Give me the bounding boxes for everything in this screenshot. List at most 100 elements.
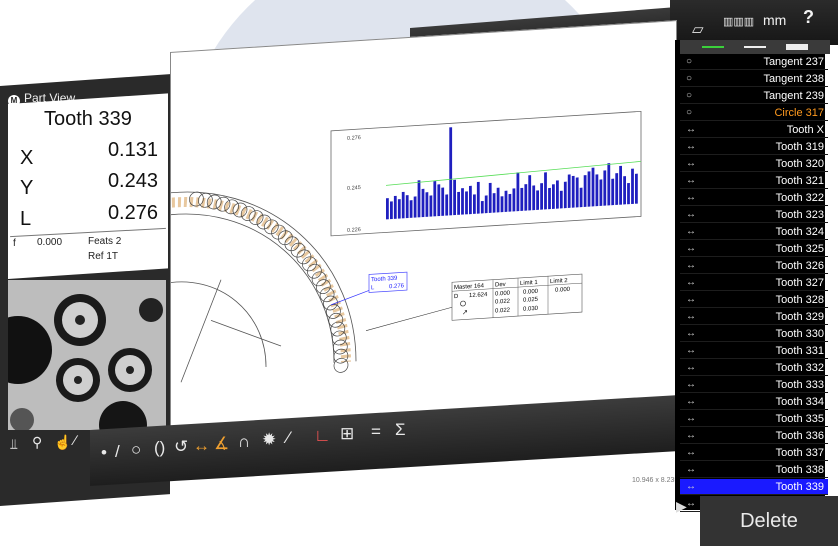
- list-toggle-icon[interactable]: [786, 44, 808, 50]
- list-item[interactable]: ↔ Tooth 325: [680, 241, 828, 257]
- ruler-icon[interactable]: ▥▥▥: [723, 16, 755, 28]
- distance-icon: ↔: [686, 260, 696, 271]
- list-item[interactable]: ↔ Tooth 321: [680, 173, 828, 189]
- circularity-icon: [460, 300, 466, 307]
- tol-header: Limit 1: [520, 280, 538, 287]
- list-item[interactable]: ↔ Tooth 327: [680, 275, 828, 291]
- list-item[interactable]: ↔ Tooth 334: [680, 394, 828, 410]
- list-item[interactable]: ↔ Tooth 332: [680, 360, 828, 376]
- y-label: Y: [20, 177, 34, 199]
- slot-icon[interactable]: (): [154, 438, 166, 457]
- magnifier-icon[interactable]: ⚲: [32, 434, 43, 450]
- tol-header: Limit 2: [550, 278, 568, 285]
- chart-bar: [532, 185, 536, 211]
- list-item[interactable]: ↔ Tooth 335: [680, 411, 828, 427]
- distance-icon: ↔: [686, 175, 696, 186]
- play-icon[interactable]: ▶: [676, 498, 687, 514]
- line-icon[interactable]: /: [115, 442, 120, 461]
- list-item[interactable]: ↔ Tooth 337: [680, 445, 828, 461]
- list-item[interactable]: ↔ Tooth 323: [680, 207, 828, 223]
- chart-bar: [386, 198, 389, 220]
- list-item[interactable]: ↔ Tooth 331: [680, 343, 828, 359]
- distance-icon: ↔: [686, 294, 696, 305]
- equal-icon[interactable]: =: [371, 422, 381, 441]
- wand-icon[interactable]: ⁄: [287, 428, 290, 447]
- distance-icon[interactable]: ↔: [193, 436, 210, 455]
- list-item[interactable]: ↔ Tooth X: [680, 122, 828, 138]
- gear-tooth: [333, 348, 349, 364]
- f-label: f: [13, 238, 16, 249]
- list-item-label: Tooth 337: [775, 447, 824, 459]
- list-item[interactable]: ↔ Tooth 328: [680, 292, 828, 308]
- list-item[interactable]: ↔ Tooth 339: [680, 479, 828, 495]
- list-item-label: Tooth 323: [775, 209, 824, 221]
- graphics-canvas[interactable]: 0.276 0.245 0.226 Tooth 339 L 0.276 Mast…: [170, 20, 677, 474]
- angle-icon[interactable]: ∡: [214, 434, 230, 453]
- list-item[interactable]: ○ Tangent 239: [680, 88, 828, 104]
- curve-icon[interactable]: ∩: [238, 432, 251, 451]
- list-item-label: Tooth X: [786, 124, 824, 136]
- list-toggle-icon[interactable]: [744, 46, 766, 48]
- chart-bar: [603, 170, 607, 206]
- chart-bar: [421, 188, 425, 218]
- chart-bar: [488, 182, 492, 213]
- list-item[interactable]: ○ Tangent 238: [680, 71, 828, 87]
- chart-bar: [405, 195, 409, 219]
- circle-icon[interactable]: ○: [131, 440, 142, 459]
- chart-bar: [500, 196, 504, 213]
- pen-icon[interactable]: ∕: [74, 432, 77, 448]
- slider-icon[interactable]: ▱: [692, 21, 704, 38]
- chart-bar: [536, 190, 540, 210]
- distance-icon: ↔: [686, 124, 696, 135]
- delete-button[interactable]: Delete: [700, 496, 838, 546]
- circle-icon: ○: [686, 107, 693, 118]
- chart-bar: [409, 200, 413, 218]
- camera-view[interactable]: [8, 280, 166, 430]
- chart-bar: [457, 191, 461, 215]
- list-item[interactable]: ↔ Tooth 320: [680, 156, 828, 172]
- chart-bar: [571, 175, 575, 208]
- list-item-label: Tooth 326: [775, 260, 824, 272]
- chart-bar: [611, 178, 615, 206]
- top-toolbar-right: [670, 0, 838, 45]
- list-item[interactable]: ↔ Tooth 333: [680, 377, 828, 393]
- list-toggle-icon[interactable]: [702, 46, 724, 48]
- hand-icon[interactable]: ☝: [54, 434, 72, 450]
- sigma-icon[interactable]: Σ: [395, 420, 406, 439]
- axis-icon[interactable]: ∟: [314, 426, 331, 445]
- tol-cell: 0.000: [523, 289, 539, 296]
- tol-header: Dev: [495, 282, 506, 289]
- chart-bar: [484, 195, 488, 214]
- list-item[interactable]: ○ Tangent 237: [680, 54, 828, 70]
- list-item[interactable]: ↔ Tooth 330: [680, 326, 828, 342]
- distance-icon: ↔: [686, 396, 696, 407]
- callout-name: Tooth 339: [371, 276, 398, 284]
- chart-bar: [504, 190, 508, 212]
- nominal-line: [385, 160, 642, 186]
- list-item[interactable]: ↔ Tooth 336: [680, 428, 828, 444]
- measure-icon[interactable]: ⫫: [10, 436, 18, 452]
- list-item[interactable]: ↔ Tooth 319: [680, 139, 828, 155]
- list-item[interactable]: ↔ Tooth 326: [680, 258, 828, 274]
- list-item-label: Tooth 330: [775, 328, 824, 340]
- unit-label[interactable]: mm: [763, 12, 787, 28]
- chart-bar: [476, 181, 480, 214]
- gear-tooth: [328, 312, 344, 328]
- chart-bar: [583, 175, 587, 207]
- gear-tool-icon[interactable]: ✹: [262, 430, 277, 449]
- list-item[interactable]: ↔ Tooth 338: [680, 462, 828, 478]
- list-item[interactable]: ↔ Tooth 322: [680, 190, 828, 206]
- datum-icon[interactable]: ⊞: [340, 424, 355, 443]
- help-button[interactable]: ?: [803, 7, 814, 27]
- tooth-callout: Tooth 339 L 0.276: [330, 271, 408, 306]
- point-icon[interactable]: •: [101, 443, 107, 462]
- list-item-label: Circle 317: [774, 107, 824, 119]
- arc-icon[interactable]: ↺: [174, 437, 189, 456]
- feature-list: [675, 40, 825, 510]
- gear-tooth: [326, 304, 341, 319]
- list-item-label: Tooth 339: [775, 481, 824, 493]
- chart-bar: [556, 180, 559, 209]
- list-item[interactable]: ○ Circle 317: [680, 105, 828, 121]
- list-item[interactable]: ↔ Tooth 324: [680, 224, 828, 240]
- list-item[interactable]: ↔ Tooth 329: [680, 309, 828, 325]
